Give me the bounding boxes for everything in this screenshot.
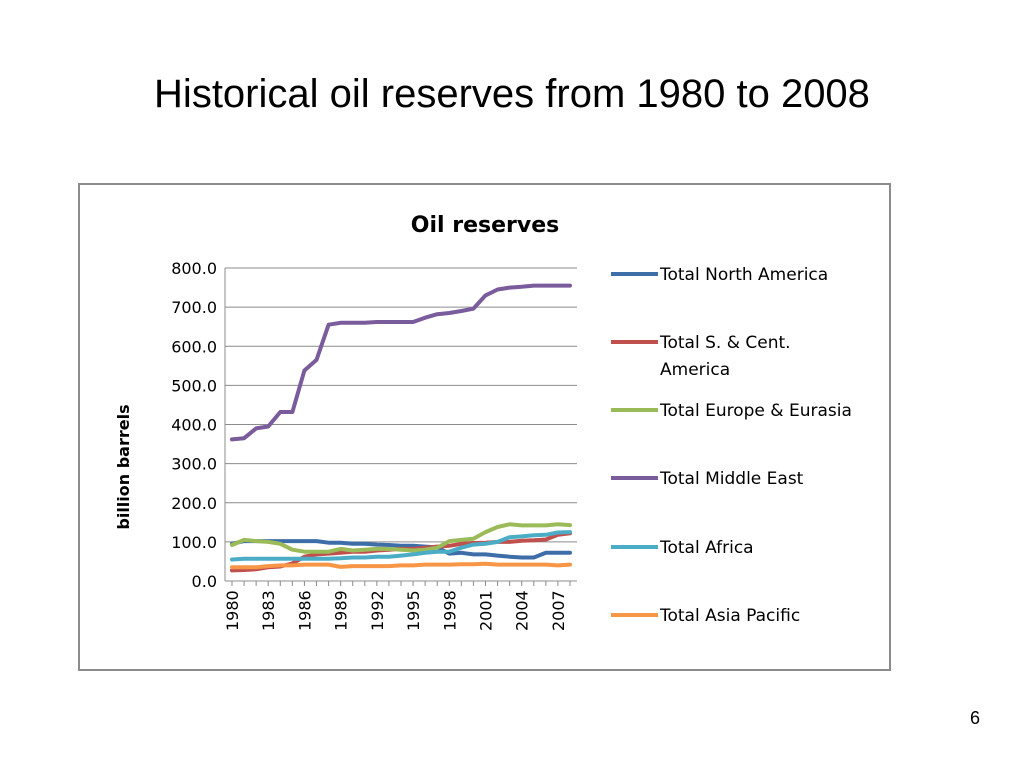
series-line-total-north-america <box>230 539 572 560</box>
x-tick-label: 1998 <box>440 590 459 631</box>
oil-reserves-chart: Oil reserves billion barrels 0.0 100.0 200… <box>114 213 852 631</box>
y-tick-label: 500.0 <box>171 376 217 395</box>
x-tick-label: 1983 <box>259 590 278 631</box>
x-tick-labels: 1980 1983 1986 1989 1992 1995 1998 2001 2004 2007 <box>223 590 568 631</box>
legend-label: Total S. & Cent. America <box>659 333 791 380</box>
y-tick-label: 700.0 <box>171 298 217 317</box>
y-tick-label: 600.0 <box>171 337 217 356</box>
page-number: 6 <box>969 708 980 728</box>
y-axis-label: billion barrels <box>114 404 133 529</box>
slide-title: Historical oil reserves from 1980 to 200… <box>154 72 870 116</box>
y-tick-labels: 0.0 100.0 200.0 300.0 400.0 500.0 600.0 700.0 80… <box>171 259 217 591</box>
legend-label: Total North America <box>659 265 828 285</box>
series-line-total-middle-east <box>230 283 572 442</box>
legend-label: Total Middle East <box>659 469 804 489</box>
x-tick-label: 1995 <box>404 590 423 631</box>
series-line-total-europe-eurasia <box>230 522 572 554</box>
x-tick-label: 2001 <box>477 590 496 631</box>
legend-label: Total Asia Pacific <box>659 606 800 626</box>
x-tick-label: 1989 <box>332 590 351 631</box>
chart-title: Oil reserves <box>411 213 559 238</box>
x-tick-label: 1980 <box>223 590 242 631</box>
y-tick-label: 400.0 <box>171 416 217 435</box>
series-line-total-africa <box>230 530 572 562</box>
data-series <box>230 283 572 573</box>
legend: Total North America Total S. & Cent. Ameri… <box>611 265 852 626</box>
grid-lines <box>225 267 577 582</box>
series-line-total-asia-pacific <box>230 561 572 570</box>
x-tick-label: 2007 <box>549 590 568 631</box>
axes <box>224 268 577 586</box>
x-tick-label: 1986 <box>295 590 314 631</box>
y-tick-label: 0.0 <box>192 572 217 591</box>
x-tick-label: 1992 <box>368 590 387 631</box>
y-tick-label: 200.0 <box>171 494 217 513</box>
legend-label: Total Europe & Eurasia <box>659 401 852 421</box>
y-tick-label: 800.0 <box>171 259 217 278</box>
chart-frame: Oil reserves billion barrels 0.0 100.0 200… <box>78 183 891 671</box>
y-tick-label: 300.0 <box>171 455 217 474</box>
legend-label: Total Africa <box>659 538 754 558</box>
y-tick-label: 100.0 <box>171 533 217 552</box>
x-tick-label: 2004 <box>513 590 532 631</box>
